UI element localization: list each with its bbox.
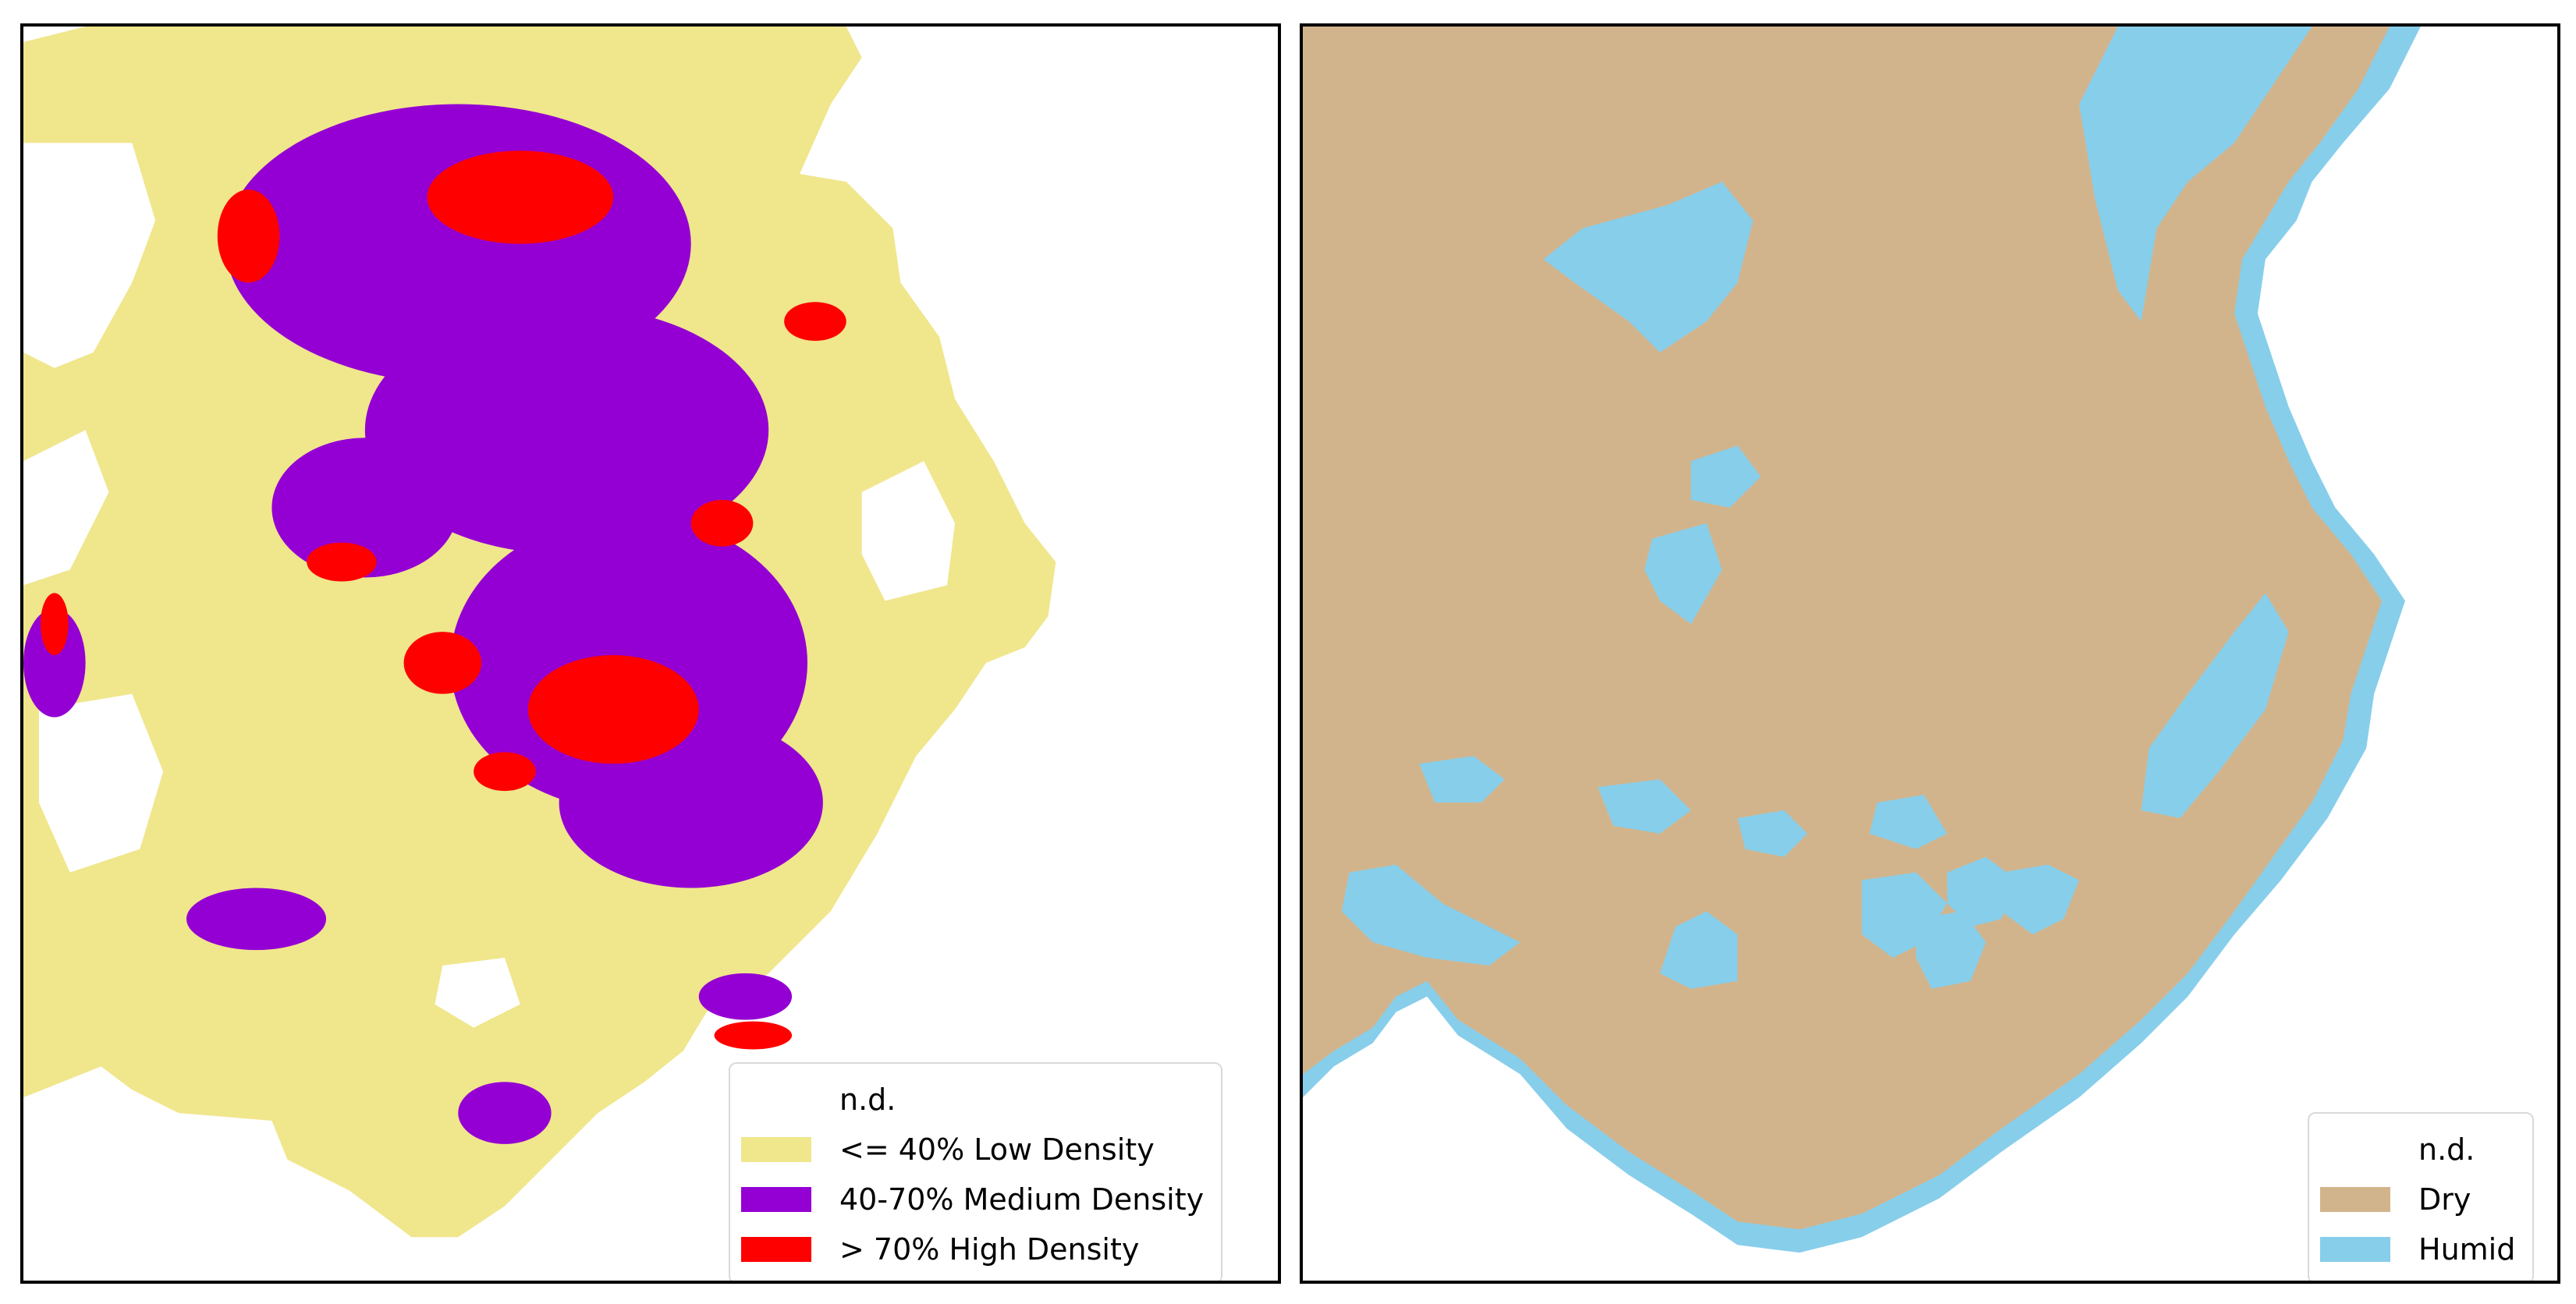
- legend-label: Dry: [2418, 1182, 2471, 1217]
- legend-item-humid: Humid: [2320, 1224, 2515, 1274]
- no-data-gap: [23, 430, 109, 586]
- legend-label: > 70% High Density: [839, 1232, 1140, 1267]
- legend-item-dry: Dry: [2320, 1175, 2515, 1224]
- humid-lagoon-east: [2141, 593, 2289, 818]
- density-map-panel: n.d. <= 40% Low Density 40-70% Medium De…: [20, 23, 1281, 1284]
- no-data-gap: [38, 693, 164, 873]
- high-density-region: [40, 151, 846, 1050]
- dry-region: [1303, 27, 2390, 1230]
- legend-swatch: [741, 1137, 811, 1162]
- humid-lagoon-north: [2079, 27, 2312, 322]
- legend-swatch: [741, 1087, 811, 1112]
- legend-label: n.d.: [2418, 1132, 2475, 1167]
- legend-swatch: [741, 1237, 811, 1262]
- no-data-gap: [23, 143, 156, 368]
- humid-inland-region: [1341, 27, 2312, 989]
- humidity-legend: n.d. Dry Humid: [2308, 1112, 2535, 1281]
- density-map: [23, 27, 1056, 1238]
- legend-label: <= 40% Low Density: [839, 1132, 1155, 1167]
- legend-item-low: <= 40% Low Density: [741, 1125, 1204, 1175]
- legend-item-nd: n.d.: [741, 1075, 1204, 1125]
- density-legend: n.d. <= 40% Low Density 40-70% Medium De…: [729, 1062, 1223, 1281]
- legend-item-nd: n.d.: [2320, 1125, 2515, 1175]
- legend-item-medium: 40-70% Medium Density: [741, 1175, 1204, 1224]
- legend-label: 40-70% Medium Density: [839, 1182, 1205, 1217]
- humidity-map: [1303, 27, 2421, 1253]
- humidity-map-panel: n.d. Dry Humid: [1300, 23, 2560, 1284]
- no-data-gap: [435, 958, 520, 1028]
- legend-swatch: [2320, 1237, 2390, 1262]
- legend-item-high: > 70% High Density: [741, 1224, 1204, 1274]
- legend-swatch: [2320, 1137, 2390, 1162]
- legend-label: Humid: [2418, 1232, 2516, 1267]
- no-data-gap: [861, 461, 956, 601]
- humid-lake-north: [1543, 182, 1754, 353]
- legend-swatch: [2320, 1187, 2390, 1212]
- legend-label: n.d.: [839, 1083, 896, 1117]
- legend-swatch: [741, 1187, 811, 1212]
